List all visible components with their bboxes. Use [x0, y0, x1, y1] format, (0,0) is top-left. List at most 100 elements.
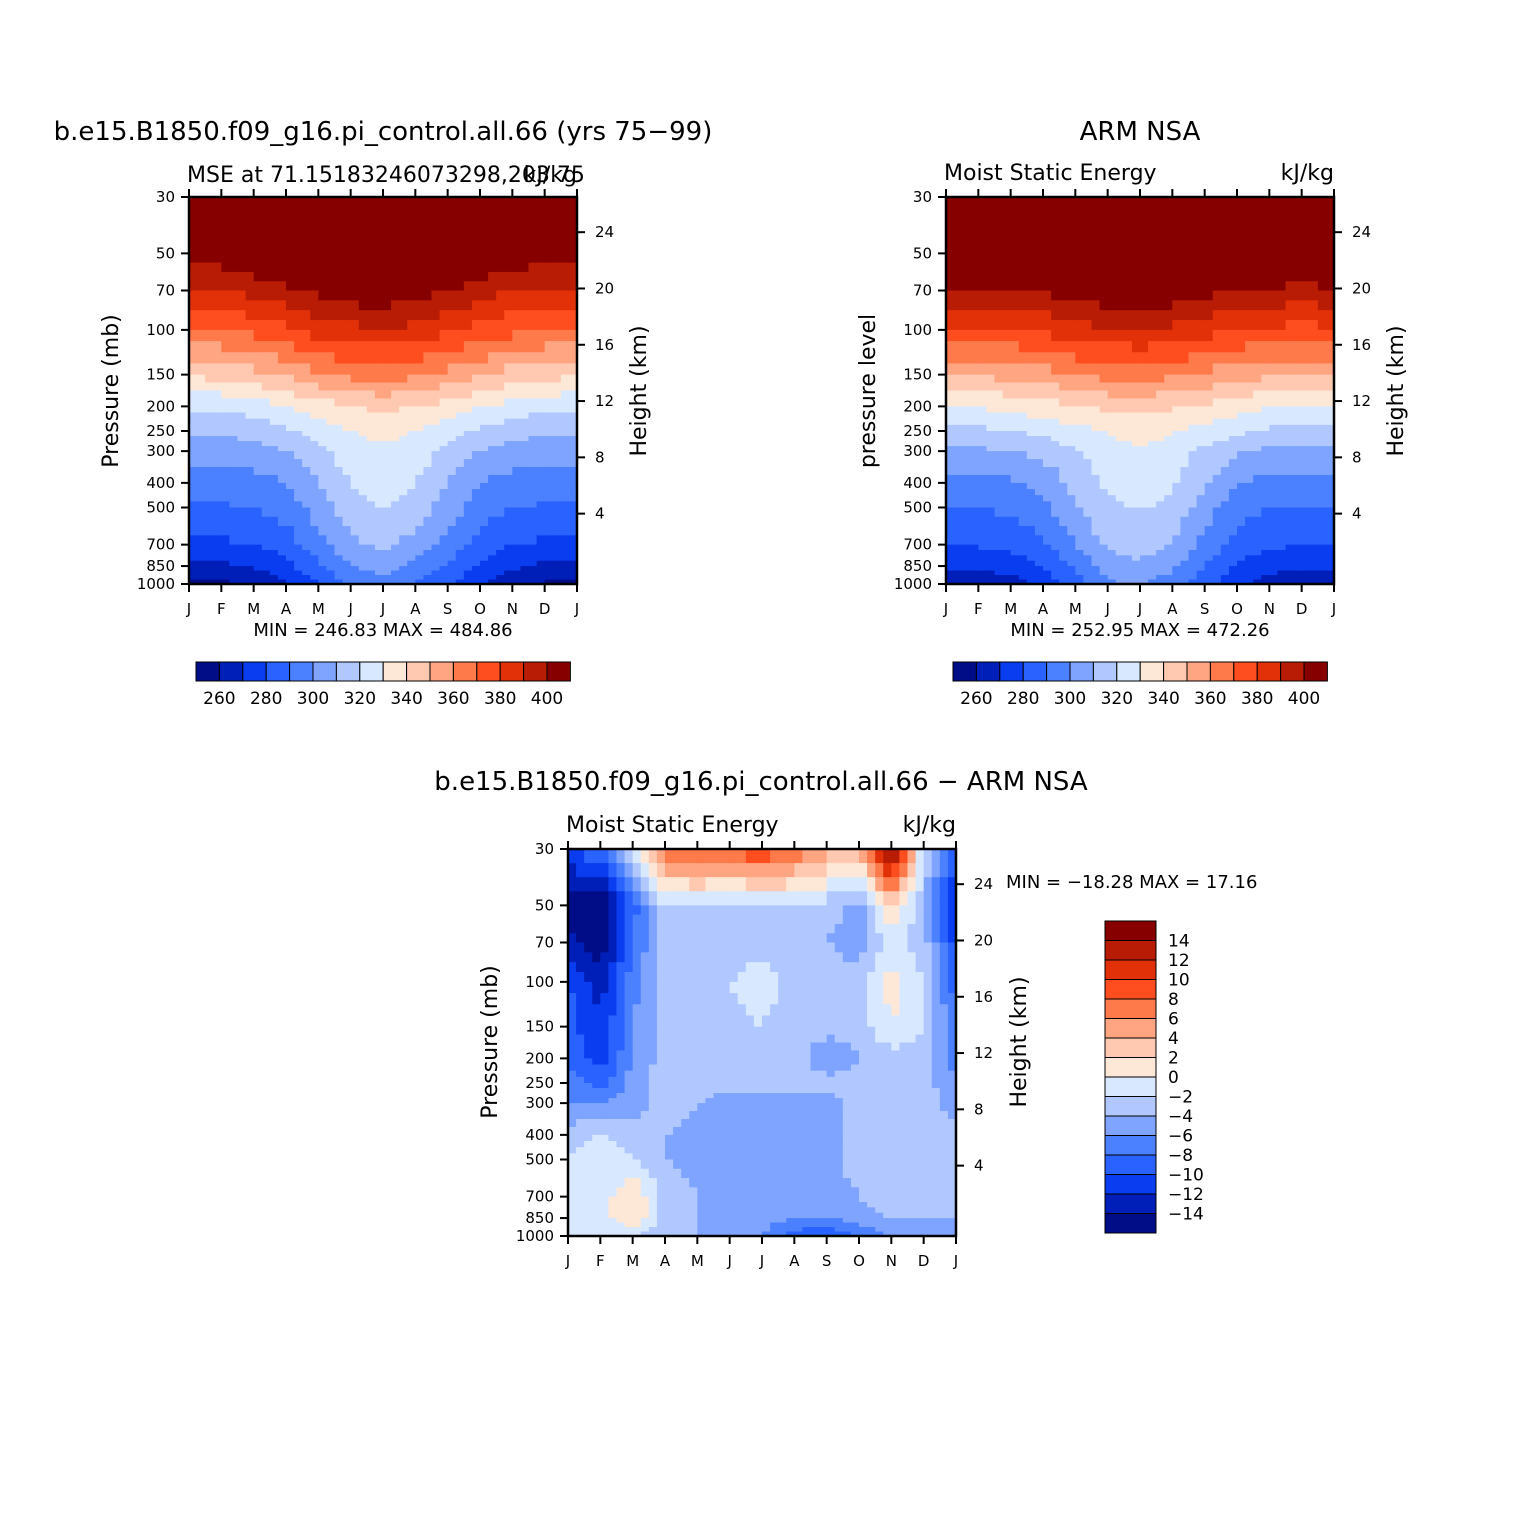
contour-cell [1261, 560, 1270, 567]
contour-cell [802, 877, 812, 892]
contour-cell [189, 412, 198, 420]
contour-cell [512, 459, 522, 468]
contour-cell [463, 544, 473, 551]
contour-cell [1204, 579, 1214, 584]
contour-cell [520, 489, 530, 496]
contour-cell [994, 495, 1004, 502]
contour-cell [946, 424, 955, 432]
contour-cell [1018, 281, 1028, 292]
contour-cell [1285, 363, 1295, 376]
contour-cell [383, 211, 392, 226]
contour-cell [197, 290, 206, 301]
contour-cell [560, 424, 570, 432]
contour-cell [447, 320, 457, 331]
contour-cell [197, 566, 206, 572]
contour-cell [455, 300, 465, 311]
contour-cell [1293, 431, 1303, 437]
contour-cell [383, 575, 392, 581]
contour-cell [1002, 390, 1012, 400]
contour-cell [383, 329, 392, 342]
contour-cell [1188, 467, 1198, 476]
contour-cell [463, 467, 473, 476]
contour-cell [978, 441, 988, 447]
contour-cell [954, 310, 963, 321]
contour-cell [1188, 424, 1198, 432]
contour-cell [342, 197, 352, 212]
contour-cell [552, 526, 562, 536]
contour-cell [1099, 424, 1109, 432]
contour-cell [1156, 507, 1165, 518]
contour-cell [1083, 575, 1093, 581]
contour-cell [261, 549, 271, 556]
contour-cell [954, 211, 963, 226]
contour-cell [1277, 424, 1287, 432]
contour-cell [552, 412, 562, 420]
contour-cell [1220, 341, 1230, 353]
contour-cell [1026, 436, 1036, 442]
contour-cell [1010, 474, 1020, 484]
contour-cell [1293, 575, 1303, 581]
contour-cell [1309, 300, 1319, 311]
contour-cell [310, 341, 319, 353]
contour-cell [471, 398, 481, 407]
contour-cell [447, 451, 457, 460]
contour-cell [1228, 374, 1238, 384]
y-tick-label: 200 [903, 397, 932, 415]
contour-cell [1083, 300, 1093, 311]
contour-cell [383, 320, 392, 331]
contour-cell [954, 489, 963, 496]
contour-cell [1253, 225, 1262, 240]
contour-cell [229, 329, 239, 342]
contour-cell [1285, 516, 1295, 527]
contour-cell [471, 495, 481, 502]
contour-cell [552, 566, 562, 572]
contour-cell [842, 863, 852, 878]
contour-cell [439, 446, 449, 452]
contour-cell [1156, 374, 1165, 384]
contour-cell [1204, 398, 1214, 407]
contour-cell [1067, 507, 1076, 518]
contour-cell [471, 489, 481, 496]
contour-cell [496, 451, 505, 460]
contour-cell [439, 197, 449, 212]
contour-cell [310, 197, 319, 212]
contour-cell [488, 579, 497, 584]
contour-cell [342, 459, 352, 468]
contour-cell [1099, 570, 1109, 576]
contour-cell [383, 424, 392, 432]
y-tick-label: 150 [903, 366, 932, 384]
contour-cell [407, 467, 416, 476]
contour-cell [1228, 363, 1238, 376]
contour-cell [358, 555, 368, 562]
contour-cell [1075, 374, 1085, 384]
contour-cell [1026, 570, 1036, 576]
contour-cell [1123, 281, 1133, 292]
contour-cell [286, 341, 295, 353]
contour-cell [229, 535, 239, 546]
contour-cell [970, 516, 979, 527]
contour-cell [447, 352, 457, 365]
contour-cell [431, 549, 441, 556]
contour-cell [447, 560, 457, 567]
contour-cell [1148, 507, 1157, 518]
contour-cell [504, 253, 513, 264]
panel-obs: ARM NSA Moist Static Energy kJ/kg pressu… [856, 117, 1409, 709]
contour-cell [1051, 211, 1060, 226]
contour-cell [504, 575, 513, 581]
contour-cell [1083, 501, 1093, 509]
contour-cell [1293, 253, 1303, 264]
contour-cell [391, 436, 400, 442]
contour-cell [705, 863, 715, 878]
contour-cell [520, 290, 530, 301]
contour-cell [1301, 300, 1311, 311]
contour-cell [1277, 560, 1287, 567]
contour-cell [310, 495, 319, 502]
contour-cell [269, 363, 279, 376]
contour-cell [1002, 489, 1012, 496]
contour-cell [970, 424, 979, 432]
contour-cell [326, 239, 336, 254]
contour-cell [342, 451, 352, 460]
contour-cell [1115, 290, 1125, 301]
colorbar-label: 300 [297, 689, 329, 709]
contour-cell [994, 575, 1004, 581]
